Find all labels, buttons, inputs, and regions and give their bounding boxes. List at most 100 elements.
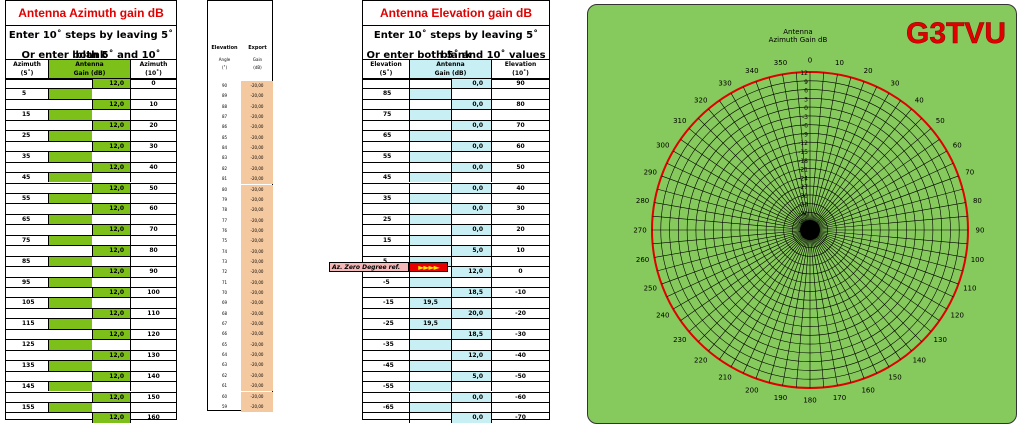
elevation-5-cell[interactable]: [363, 225, 409, 234]
elevation-5-gain-cell[interactable]: [409, 340, 451, 350]
elevation-5-gain-cell[interactable]: [409, 193, 451, 204]
azimuth-gain-cell[interactable]: [48, 235, 92, 246]
azimuth-gain-cell[interactable]: 12,0: [92, 246, 130, 256]
azimuth-gain-cell[interactable]: [48, 361, 92, 371]
elevation-10-cell[interactable]: [491, 235, 549, 246]
elevation-5-cell[interactable]: 45: [383, 174, 392, 182]
azimuth-5-cell[interactable]: 75: [22, 236, 31, 244]
azimuth-gain-cell[interactable]: [48, 277, 92, 287]
elevation-gain-cell[interactable]: [451, 298, 491, 308]
elevation-5-cell[interactable]: [363, 393, 409, 402]
azimuth-5-cell[interactable]: [6, 163, 48, 172]
elevation-gain-cell[interactable]: [451, 110, 491, 120]
azimuth-5-cell[interactable]: [6, 184, 48, 193]
elevation-gain-cell[interactable]: 0,0: [451, 120, 491, 131]
elevation-5-cell[interactable]: [363, 204, 409, 213]
elevation-gain-cell[interactable]: [451, 256, 491, 267]
elevation-gain-cell[interactable]: [451, 214, 491, 225]
elevation-5-gain-cell[interactable]: [409, 225, 451, 235]
azimuth-10-cell[interactable]: 60: [130, 204, 176, 214]
azimuth-gain-cell[interactable]: 12,0: [92, 79, 130, 89]
elevation-10-cell[interactable]: 40: [491, 183, 549, 193]
elevation-5-cell[interactable]: -45: [383, 362, 394, 370]
azimuth-5-cell[interactable]: [6, 225, 48, 234]
elevation-gain-cell[interactable]: [451, 235, 491, 246]
azimuth-gain-cell[interactable]: 12,0: [92, 267, 130, 277]
azimuth-gain-cell[interactable]: [48, 298, 92, 308]
azimuth-10-cell[interactable]: 80: [130, 246, 176, 256]
elevation-gain-cell[interactable]: [451, 89, 491, 99]
azimuth-gain-cell[interactable]: 12,0: [92, 204, 130, 214]
elevation-5-cell[interactable]: [363, 100, 409, 109]
elevation-5-cell[interactable]: [363, 413, 409, 422]
elevation-5-gain-cell[interactable]: [409, 402, 451, 413]
elevation-5-cell[interactable]: 5: [363, 257, 409, 266]
elevation-10-cell[interactable]: 30: [491, 204, 549, 214]
azimuth-10-cell[interactable]: 120: [130, 329, 176, 340]
azimuth-gain-cell[interactable]: [48, 256, 92, 267]
azimuth-10-cell[interactable]: [130, 214, 176, 225]
elevation-gain-cell[interactable]: 0,0: [451, 99, 491, 110]
azimuth-gain-cell[interactable]: [48, 340, 92, 350]
elevation-5-gain-cell[interactable]: [409, 141, 451, 152]
elevation-5-gain-cell[interactable]: [409, 308, 451, 319]
elevation-5-gain-cell[interactable]: [409, 361, 451, 371]
azimuth-gain-cell[interactable]: [48, 152, 92, 162]
elevation-10-cell[interactable]: [491, 319, 549, 329]
elevation-10-cell[interactable]: [491, 277, 549, 287]
azimuth-10-cell[interactable]: [130, 131, 176, 141]
elevation-gain-cell[interactable]: 12,0: [451, 267, 491, 277]
elevation-gain-cell[interactable]: 0,0: [451, 79, 491, 89]
azimuth-gain-cell[interactable]: 12,0: [92, 162, 130, 173]
elevation-5-cell[interactable]: [363, 246, 409, 255]
azimuth-10-cell[interactable]: [130, 173, 176, 183]
elevation-5-gain-cell[interactable]: 19,5: [409, 319, 451, 329]
azimuth-10-cell[interactable]: [130, 382, 176, 392]
azimuth-10-cell[interactable]: [130, 256, 176, 267]
elevation-gain-cell[interactable]: [451, 361, 491, 371]
elevation-gain-cell[interactable]: [451, 173, 491, 183]
elevation-10-cell[interactable]: -70: [491, 413, 549, 423]
azimuth-gain-cell[interactable]: 12,0: [92, 141, 130, 152]
elevation-5-cell[interactable]: 15: [383, 236, 392, 244]
azimuth-gain-cell[interactable]: [48, 214, 92, 225]
elevation-5-gain-cell[interactable]: [409, 382, 451, 392]
elevation-5-cell[interactable]: [363, 79, 409, 88]
elevation-10-cell[interactable]: [491, 382, 549, 392]
azimuth-5-cell[interactable]: 65: [22, 215, 31, 223]
azimuth-10-cell[interactable]: 110: [130, 308, 176, 319]
elevation-5-gain-cell[interactable]: [409, 277, 451, 287]
elevation-5-gain-cell[interactable]: [409, 392, 451, 402]
elevation-gain-cell[interactable]: 0,0: [451, 204, 491, 214]
azimuth-5-cell[interactable]: [6, 121, 48, 130]
elevation-gain-cell[interactable]: [451, 152, 491, 162]
elevation-gain-cell[interactable]: 12,0: [451, 350, 491, 361]
azimuth-5-cell[interactable]: 25: [22, 132, 31, 140]
azimuth-5-cell[interactable]: [6, 142, 48, 151]
elevation-5-gain-cell[interactable]: [409, 256, 451, 267]
elevation-gain-cell[interactable]: 0,0: [451, 225, 491, 235]
azimuth-5-cell[interactable]: 55: [22, 194, 31, 202]
elevation-gain-cell[interactable]: 5,0: [451, 246, 491, 256]
azimuth-gain-cell[interactable]: [48, 402, 92, 413]
azimuth-gain-cell[interactable]: [48, 173, 92, 183]
azimuth-5-cell[interactable]: 135: [22, 362, 35, 370]
elevation-5-cell[interactable]: -25: [383, 320, 394, 328]
elevation-5-cell[interactable]: [363, 372, 409, 381]
azimuth-gain-cell[interactable]: 12,0: [92, 371, 130, 382]
elevation-gain-cell[interactable]: [451, 131, 491, 141]
elevation-5-gain-cell[interactable]: [409, 131, 451, 141]
elevation-10-cell[interactable]: -10: [491, 288, 549, 298]
azimuth-10-cell[interactable]: 160: [130, 413, 176, 423]
elevation-5-gain-cell[interactable]: [409, 120, 451, 131]
elevation-5-cell[interactable]: 55: [383, 153, 392, 161]
azimuth-5-cell[interactable]: 155: [22, 403, 35, 411]
azimuth-gain-cell[interactable]: 12,0: [92, 183, 130, 193]
elevation-5-gain-cell[interactable]: [409, 246, 451, 256]
azimuth-5-cell[interactable]: [6, 330, 48, 339]
elevation-5-gain-cell[interactable]: [409, 204, 451, 214]
azimuth-10-cell[interactable]: 20: [130, 120, 176, 131]
elevation-5-cell[interactable]: 75: [383, 111, 392, 119]
elevation-5-cell[interactable]: [363, 288, 409, 297]
elevation-5-cell[interactable]: -55: [383, 383, 394, 391]
